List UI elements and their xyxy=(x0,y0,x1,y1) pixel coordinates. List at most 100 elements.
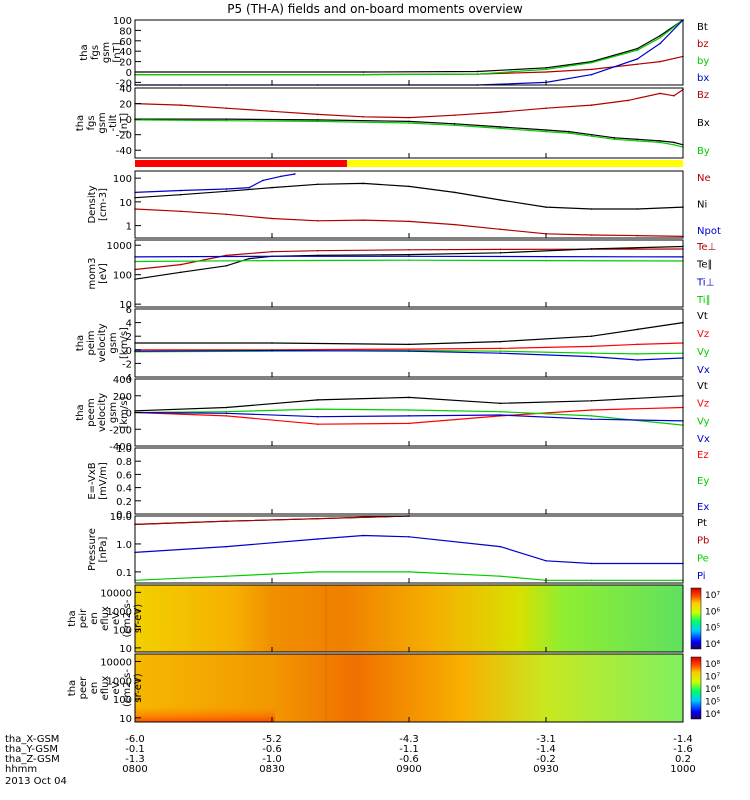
y-axis-label: tha xyxy=(67,680,78,696)
data-point xyxy=(179,104,182,106)
data-point xyxy=(545,68,547,71)
spectrogram-boundary xyxy=(325,654,327,722)
data-point xyxy=(659,36,661,39)
legend-label: Pi xyxy=(697,571,706,582)
y-axis-label: mom3 xyxy=(87,258,98,290)
data-point xyxy=(408,422,410,425)
bottom-row-label: tha_Z-GSM xyxy=(5,754,60,765)
y-axis-label: [cm-3] xyxy=(98,188,109,221)
legend-label: bz xyxy=(697,39,709,50)
y-axis-label: peim xyxy=(86,330,97,355)
data-point xyxy=(590,418,593,421)
y-tick-label: 4 xyxy=(126,319,132,330)
data-point xyxy=(545,559,547,562)
data-point xyxy=(590,208,593,210)
data-point xyxy=(225,410,228,413)
series-line-Bx xyxy=(135,118,684,146)
colorbar-tick-label: 10⁷ xyxy=(705,673,720,683)
series-line-Te∥ xyxy=(134,245,684,280)
data-point xyxy=(636,328,639,331)
data-point xyxy=(476,73,479,75)
data-point xyxy=(362,71,365,73)
y-tick-label: 2 xyxy=(126,332,132,343)
bottom-row-value: -1.0 xyxy=(262,754,282,765)
data-point xyxy=(659,60,661,63)
legend-label: Vy xyxy=(697,347,710,358)
y-tick-label: 10 xyxy=(119,198,132,209)
series-line-By xyxy=(134,119,684,148)
y-tick-label: 1000 xyxy=(107,241,132,252)
y-tick-label: 10 xyxy=(119,714,132,725)
y-axis-label: en xyxy=(89,682,100,695)
series-line-by xyxy=(135,19,684,76)
y-tick-label: 400 xyxy=(113,375,132,386)
data-point xyxy=(316,249,319,252)
data-point xyxy=(408,255,410,258)
colorbar xyxy=(690,587,702,650)
data-point xyxy=(408,343,410,346)
data-point xyxy=(225,254,228,257)
data-point xyxy=(590,104,593,106)
data-point xyxy=(225,188,228,190)
legend-label: Ez xyxy=(697,450,709,461)
y-axis-label: -tilt xyxy=(108,114,119,131)
y-axis-label: E=-VxB xyxy=(87,462,98,499)
data-point xyxy=(636,138,639,141)
data-point xyxy=(499,127,502,130)
data-point xyxy=(316,399,319,401)
data-point xyxy=(225,575,228,578)
data-point xyxy=(590,68,593,71)
data-point xyxy=(408,571,410,573)
panel-frame xyxy=(134,515,684,584)
data-point xyxy=(280,175,282,178)
data-point xyxy=(453,122,456,125)
y-tick-label: 40 xyxy=(119,47,132,58)
y-tick-label: 0.4 xyxy=(116,484,132,495)
data-point xyxy=(316,517,319,520)
data-point xyxy=(316,219,319,222)
data-point xyxy=(179,210,182,213)
colorbar-tick-label: 10⁷ xyxy=(705,591,720,601)
data-point xyxy=(590,133,593,136)
panel-frame xyxy=(134,19,684,86)
data-point xyxy=(225,190,228,193)
panel-density: Ne Ni Npot 100 10 1 Density [cm-3] xyxy=(87,170,721,239)
data-point xyxy=(659,42,661,45)
data-point xyxy=(408,220,410,223)
y-axis-label: gsm xyxy=(101,42,112,63)
y-axis-label: sr-eV) xyxy=(133,604,144,633)
data-point xyxy=(316,571,319,573)
data-point xyxy=(408,253,410,256)
data-point xyxy=(408,350,410,352)
data-point xyxy=(499,402,502,405)
data-point xyxy=(271,255,273,258)
data-point xyxy=(225,264,228,267)
legend-label: Vz xyxy=(697,329,709,340)
data-point xyxy=(673,94,675,97)
data-point xyxy=(453,191,456,194)
series-line-Pi xyxy=(134,534,683,565)
bottom-row-value: -4.3 xyxy=(399,734,419,745)
y-tick-label: -4 xyxy=(122,373,132,384)
data-point xyxy=(499,340,502,343)
data-point xyxy=(545,206,547,208)
data-point xyxy=(408,248,410,251)
colorbar-tick-label: 10⁵ xyxy=(705,698,720,708)
series-line-Vt xyxy=(135,322,684,346)
spectrogram-low-energy-band xyxy=(135,654,275,722)
bottom-row-label: tha_Y-GSM xyxy=(5,744,58,755)
data-point xyxy=(408,409,410,411)
series-line-Te⊥ xyxy=(134,248,684,271)
data-point xyxy=(262,179,264,182)
bottom-row-value: -0.6 xyxy=(399,754,419,765)
series-line-Pb xyxy=(134,515,410,525)
data-point xyxy=(499,545,502,548)
bottom-row-value: -1.4 xyxy=(673,734,693,745)
y-tick-label: 100 xyxy=(113,16,132,27)
legend-label: By xyxy=(697,146,710,157)
y-axis-label: gsm xyxy=(97,112,108,133)
legend-label: Ex xyxy=(697,502,709,513)
